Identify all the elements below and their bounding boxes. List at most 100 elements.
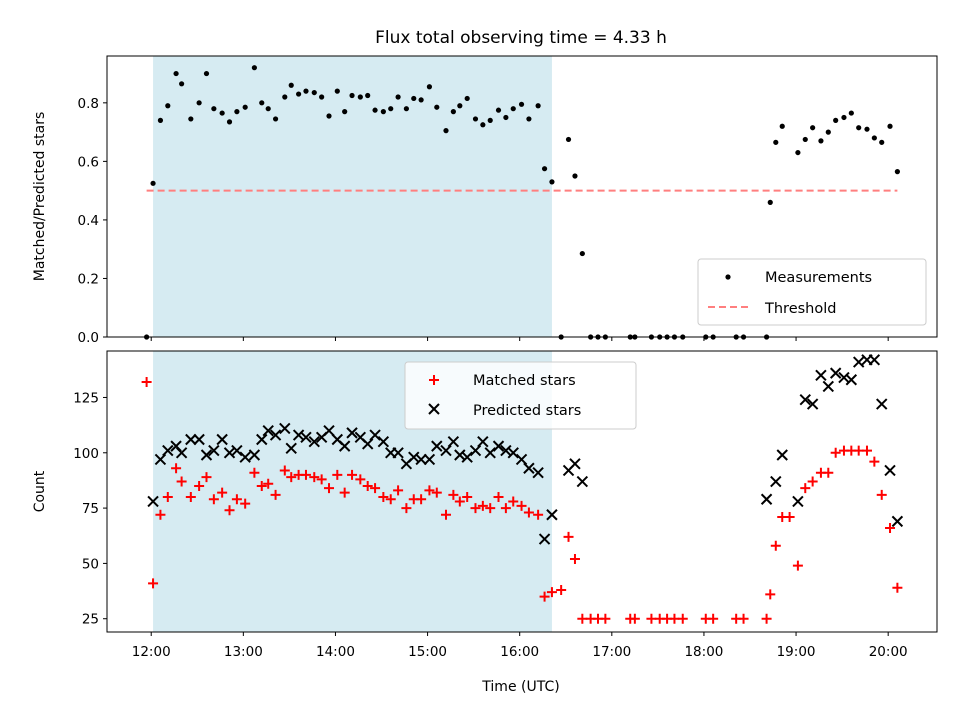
measurement-point [334,88,340,94]
predicted-point [300,431,312,443]
matched-point [309,472,320,483]
matched-point [546,587,557,598]
matched-point [861,445,872,456]
measurement-point [480,122,486,128]
predicted-point [576,475,589,488]
measurement-point [259,100,265,106]
predicted-point [369,429,381,441]
matched-point [765,589,776,600]
matched-point [516,500,527,511]
predicted-point [147,495,159,508]
bottom-ticks: 25 50 75 100 125 12:00 13:00 14:00 15:00 16:00 17:… [73,390,907,660]
measurement-point [380,109,386,115]
matched-point [885,523,896,534]
predicted-point [868,354,881,366]
ytick-label: 0.2 [78,271,99,287]
matched-point [279,465,290,476]
matched-point [523,507,534,518]
measurement-point [173,70,179,77]
legend-measurements-marker [725,274,731,280]
xtick-label: 13:00 [224,644,263,660]
measurement-point [426,84,433,90]
measurement-point [179,81,185,87]
matched-point [485,503,496,514]
predicted-point [891,515,904,528]
matched-point [738,613,749,624]
predicted-point [492,440,505,452]
predicted-point [822,380,835,393]
top-marks [144,65,900,340]
matched-point [892,582,903,593]
matched-point [339,487,350,498]
measurement-point [403,106,409,112]
matched-point [830,447,841,458]
bottom-legend-box [404,361,637,430]
matched-point [448,489,459,500]
matched-point [800,483,811,494]
matched-point [539,591,550,602]
predicted-point [447,436,460,448]
measurement-point [242,104,248,110]
matched-point [629,613,640,624]
predicted-point [392,447,404,459]
matched-point [708,613,719,624]
measurement-point [572,173,578,179]
predicted-point [175,447,188,459]
predicted-point [500,444,512,457]
xtick-label: 19:00 [777,644,816,660]
predicted-point [845,374,858,386]
predicted-point [829,367,842,379]
matched-point [533,509,544,520]
predicted-point [279,422,291,435]
xtick-label: 17:00 [592,644,631,660]
measurement-point [296,91,302,97]
measurement-point [894,169,900,175]
predicted-point [361,438,374,450]
matched-point [270,489,281,500]
legend-matched-marker [429,375,439,385]
measurement-point [303,88,309,94]
predicted-point [523,462,535,474]
matched-point [263,478,274,489]
matched-point [347,469,358,480]
matched-point [477,500,488,511]
measurement-point [833,117,839,123]
measurement-point [418,97,424,103]
measurement-point [810,125,816,131]
predicted-point [484,447,496,459]
matched-point [393,485,404,496]
matched-point [370,483,381,494]
predicted-point [308,436,320,448]
x-axis-label: Time (UTC) [481,679,559,695]
matched-point [470,503,481,514]
predicted-point [440,444,452,457]
measurement-point [219,110,225,116]
predicted-point [770,475,782,488]
measurement-point [234,109,240,115]
matched-point [401,503,412,514]
top-shaded-interval [153,56,552,337]
legend-matched-label: Matched stars [473,373,576,389]
measurement-point [443,128,449,134]
matched-point [792,560,803,571]
bottom-axes-frame [106,350,938,633]
measurement-point [282,94,288,100]
predicted-point [469,444,482,457]
measurement-point [188,116,194,122]
matched-point [500,503,511,514]
measurement-point [856,125,862,131]
predicted-point [538,533,551,545]
measurement-point [319,94,325,100]
predicted-point [515,453,528,466]
predicted-point [477,436,489,448]
predicted-point [269,429,282,441]
measurement-point [457,103,463,109]
measurement-point [579,250,585,257]
predicted-point [423,453,436,466]
measurement-point [549,179,555,185]
legend-threshold-label: Threshold [764,301,836,317]
matched-point [162,492,173,503]
predicted-point [346,427,358,439]
matched-point [208,494,219,505]
predicted-point [323,424,335,437]
